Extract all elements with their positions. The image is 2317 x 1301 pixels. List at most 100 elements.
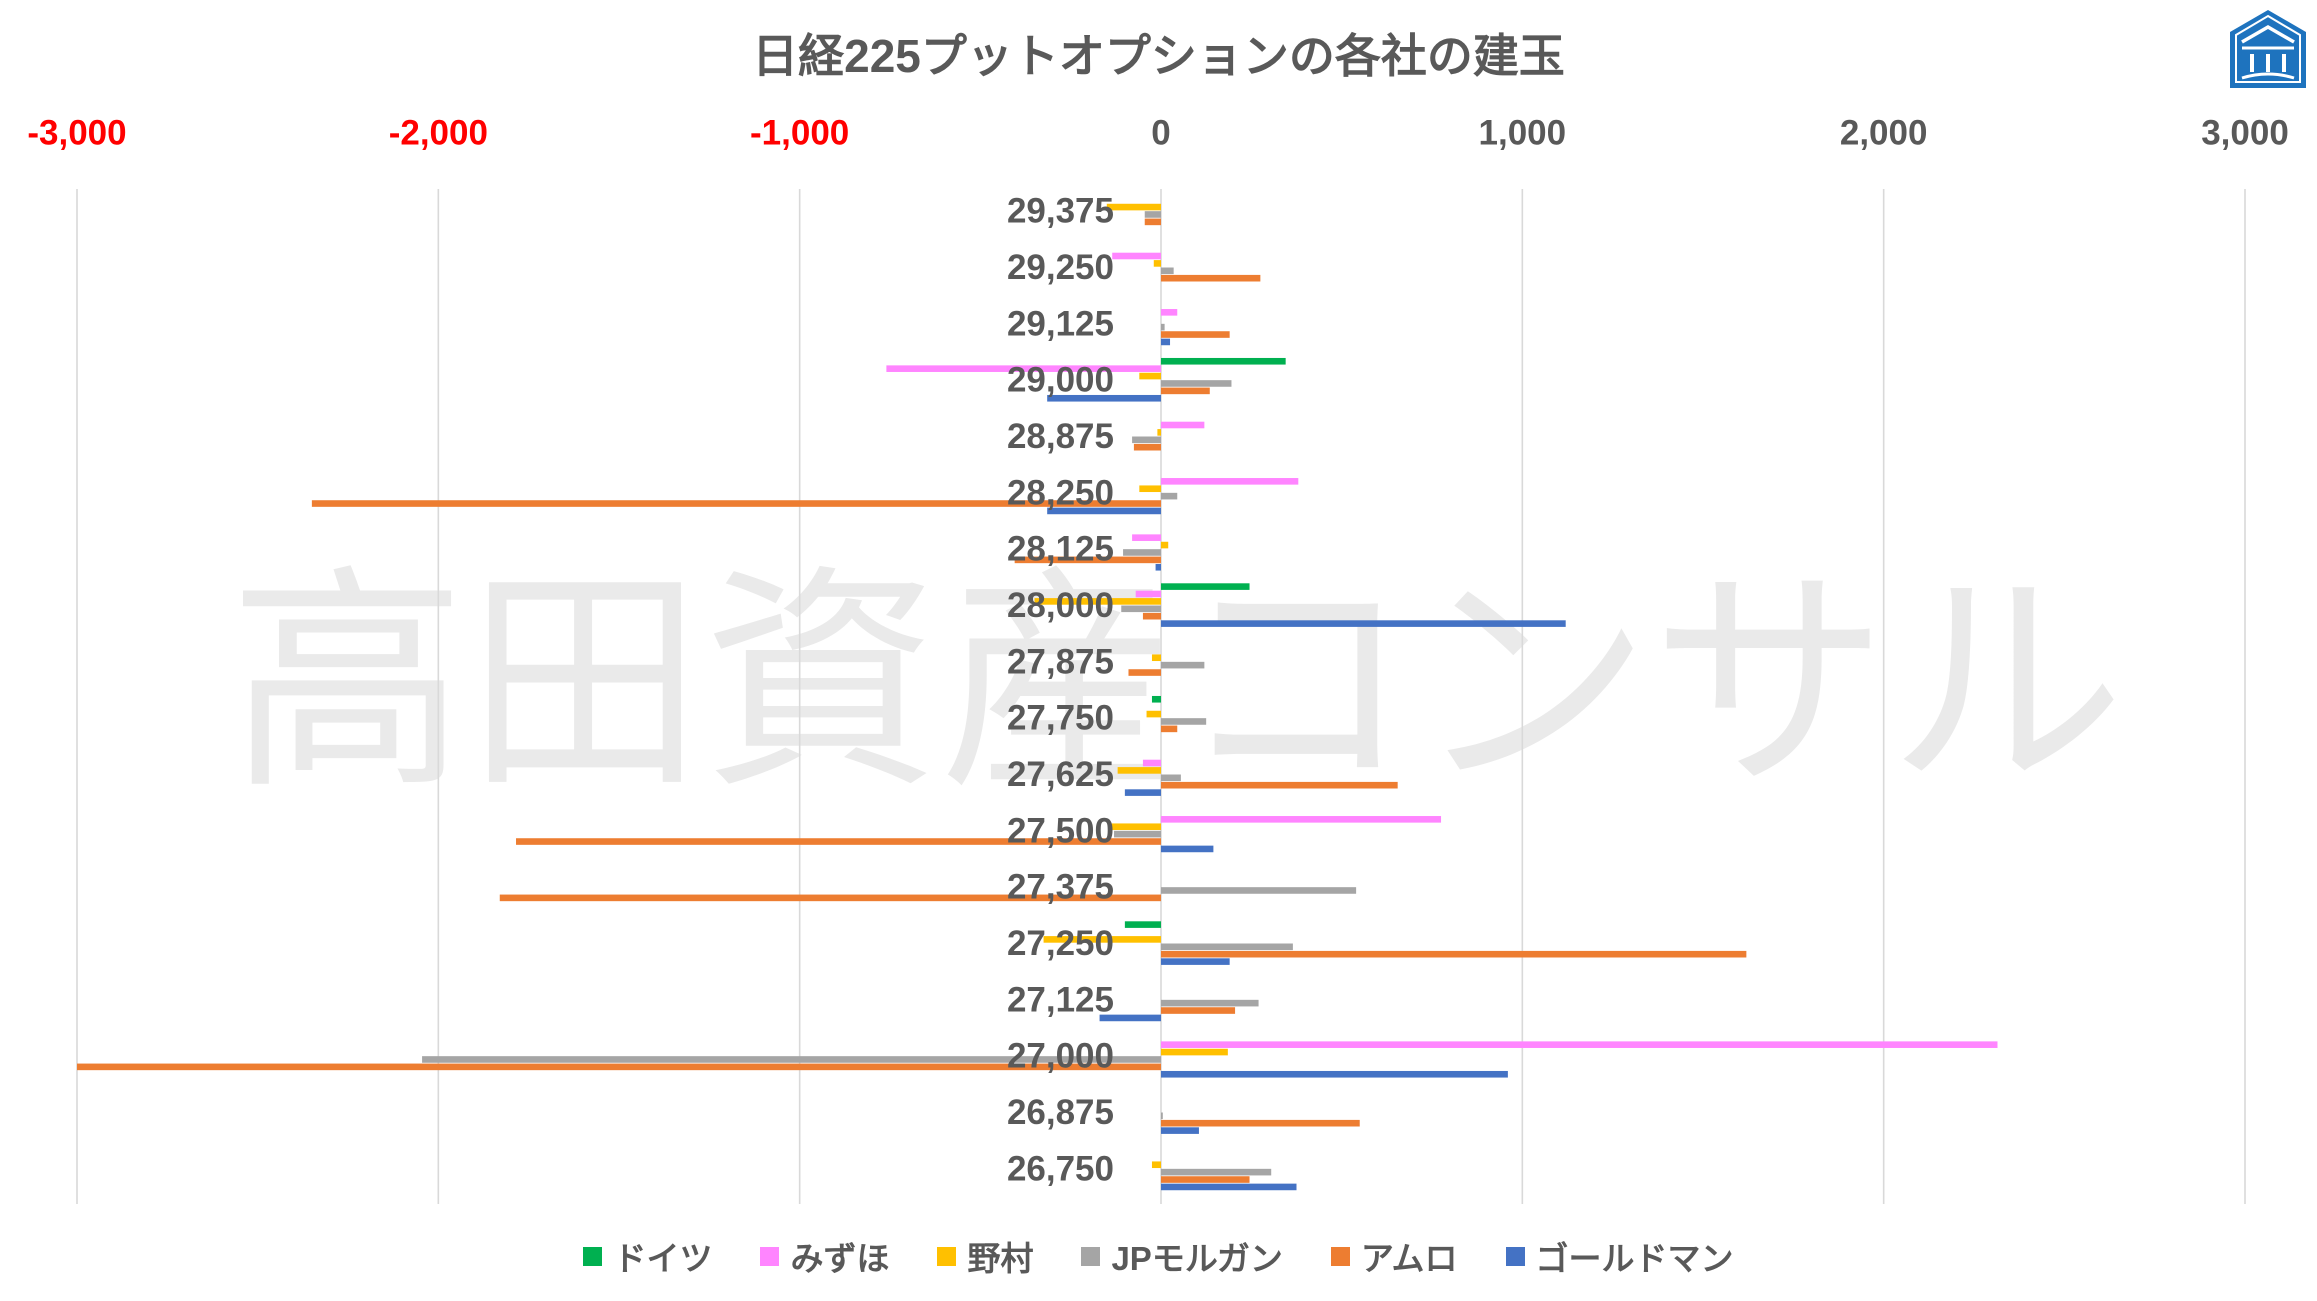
legend-swatch [937,1246,957,1266]
bar-s5-c17 [1161,1183,1297,1191]
bar-s4-c10 [1161,781,1398,789]
x-tick-label-2: -1,000 [750,114,849,153]
bar-s4-c4 [1133,443,1161,451]
bar-s4-c17 [1161,1176,1250,1183]
legend-swatch [1081,1246,1101,1266]
bar-s3-c4 [1132,436,1161,444]
category-label-17: 26,750 [1007,1149,1114,1188]
bar-s4-c3 [1161,387,1210,395]
category-label-11: 27,500 [1007,811,1114,850]
bar-s3-c9 [1161,718,1207,725]
bar-s1-c7 [1135,590,1161,598]
bar-s3-c8 [1161,661,1205,669]
bar-s4-c14 [1161,1007,1236,1014]
category-label-6: 28,125 [1007,530,1114,569]
x-axis-tick-labels: -3,000 -2,000 -1,000 0 1,000 2,000 3,000 [27,114,2288,153]
category-label-0: 29,375 [1007,192,1114,231]
bar-s3-c6 [1123,549,1161,556]
legend-item-jpmorgan: JPモルガン [1081,1232,1283,1280]
bar-s3-c15 [422,1056,1161,1063]
bar-s2-c7 [1034,598,1161,605]
category-label-5: 28,250 [1007,473,1114,512]
bar-s4-c12 [499,894,1161,902]
legend-item-deutsche: ドイツ [583,1232,712,1280]
x-tick-label-4: 1,000 [1479,114,1567,153]
bar-s2-c13 [1043,936,1161,943]
bar-s5-c6 [1155,563,1161,571]
category-label-3: 29,000 [1007,361,1114,400]
legend-item-amro: アムロ [1330,1232,1458,1280]
category-label-7: 28,000 [1007,586,1114,625]
bar-s1-c6 [1132,534,1161,541]
watermark: 高田資産コンサル [229,545,2125,821]
bar-s2-c10 [1117,767,1161,774]
legend-label: みずほ [790,1240,890,1277]
category-label-2: 29,125 [1007,304,1114,343]
bar-s4-c6 [1014,556,1161,564]
bar-s2-c6 [1161,541,1169,549]
bar-s1-c10 [1142,759,1161,767]
bar-s5-c3 [1047,394,1161,402]
bar-s0-c7 [1161,583,1250,590]
bar-s2-c8 [1151,654,1161,662]
x-tick-label-0: -3,000 [27,114,126,153]
legend-label: ドイツ [613,1240,713,1277]
bar-s4-c15 [77,1063,1161,1071]
bar-s5-c14 [1099,1014,1161,1022]
bar-s1-c3 [886,365,1161,372]
chart-title: 日経225プットオプションの各社の建玉 [752,30,1565,82]
bar-s2-c4 [1157,429,1161,436]
bar-s1-c2 [1161,309,1178,316]
bar-s5-c2 [1161,338,1171,346]
bar-s3-c17 [1161,1168,1272,1176]
bar-s0-c3 [1161,357,1286,365]
legend-label: 野村 [967,1240,1034,1277]
bar-s3-c11 [1114,830,1161,838]
bar-s3-c12 [1161,887,1357,894]
bar-s2-c3 [1139,372,1161,380]
bars [77,203,1998,1191]
bar-s5-c7 [1161,620,1566,627]
legend: ドイツ みずほ 野村 JPモルガン アムロ ゴールドマン [0,1236,2317,1277]
category-label-9: 27,750 [1007,699,1114,738]
legend-label: JPモルガン [1111,1240,1283,1277]
bar-s4-c0 [1144,218,1161,226]
bar-s1-c15 [1161,1041,1998,1048]
category-label-15: 27,000 [1007,1037,1114,1076]
bar-s3-c2 [1161,323,1165,331]
bar-s1-c1 [1112,252,1161,260]
bar-s2-c17 [1151,1161,1161,1169]
bar-s3-c3 [1161,380,1232,387]
bar-s2-c0 [1106,203,1161,211]
legend-item-mizuho: みずほ [760,1232,889,1280]
bar-s5-c13 [1161,958,1230,965]
bar-s2-c15 [1161,1048,1228,1056]
legend-item-goldman: ゴールドマン [1505,1232,1734,1280]
x-tick-label-5: 2,000 [1840,114,1928,153]
legend-item-nomura: 野村 [937,1232,1033,1280]
category-label-13: 27,250 [1007,924,1114,963]
bar-s5-c15 [1161,1070,1508,1078]
bar-s5-c10 [1124,789,1161,796]
y-axis-category-labels: 29,375 29,250 29,125 29,000 28,875 28,250 28,1… [1007,192,1114,1189]
bar-s5-c11 [1161,845,1214,853]
legend-swatch [583,1246,603,1266]
x-tick-label-3: 0 [1151,114,1170,153]
bar-s0-c9 [1151,695,1161,703]
bar-s4-c8 [1128,669,1161,676]
legend-label: ゴールドマン [1535,1240,1734,1277]
bar-s3-c1 [1161,267,1174,275]
bar-s3-c10 [1161,774,1181,782]
bar-s2-c9 [1146,710,1161,718]
category-label-14: 27,125 [1007,980,1114,1019]
bar-s4-c9 [1161,725,1178,733]
category-label-4: 28,875 [1007,417,1114,456]
bar-s4-c2 [1161,331,1230,338]
bar-s5-c5 [1047,507,1161,515]
legend-swatch [1505,1246,1525,1266]
bar-s4-c5 [311,500,1161,507]
category-label-16: 26,875 [1007,1093,1114,1132]
category-label-1: 29,250 [1007,248,1114,287]
